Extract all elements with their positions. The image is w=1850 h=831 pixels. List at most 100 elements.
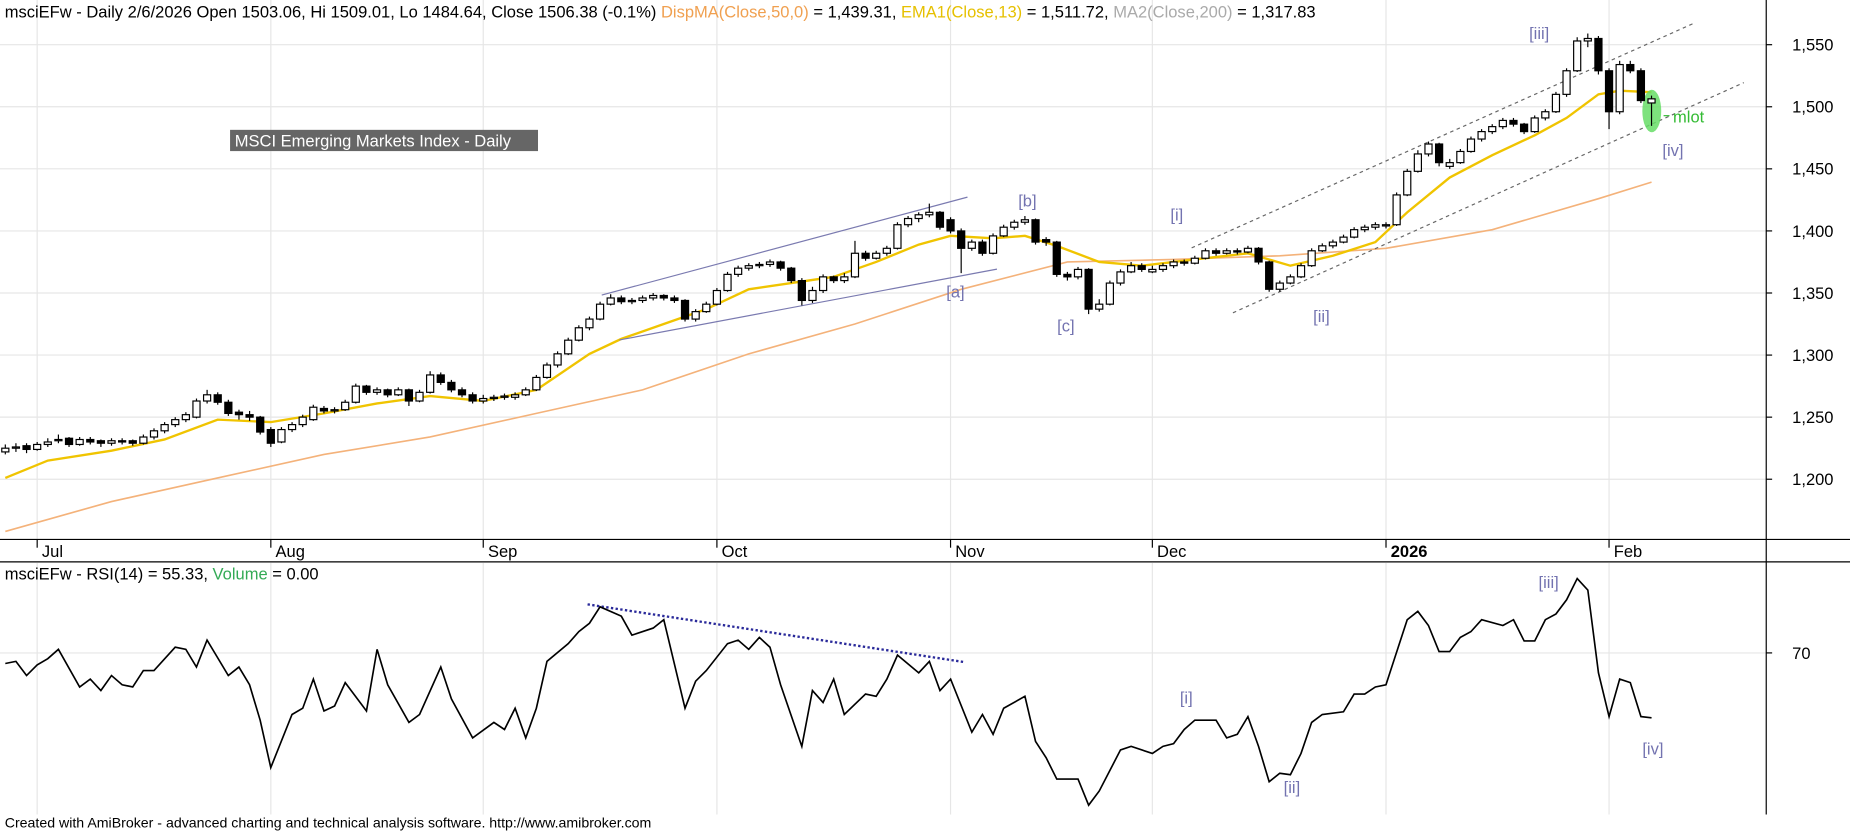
- candle-body: [213, 394, 222, 403]
- candle-body: [808, 289, 817, 302]
- footer: Created with AmiBroker - advanced charti…: [5, 815, 652, 831]
- candle-body: [999, 226, 1008, 237]
- y-tick-label: 1,250: [1792, 408, 1833, 427]
- candle-body: [1328, 241, 1338, 247]
- candle-body: [1222, 250, 1231, 254]
- candle-body: [202, 394, 212, 402]
- candle-body: [850, 252, 860, 278]
- candle-body: [680, 299, 690, 320]
- candle-body: [1318, 245, 1327, 252]
- series-line: [5, 577, 1652, 807]
- candle-body: [1594, 37, 1603, 72]
- candle-body: [553, 353, 562, 366]
- candle-body: [1031, 219, 1040, 243]
- candle-body: [840, 276, 849, 282]
- candle-body: [1445, 162, 1454, 167]
- candle-body: [903, 217, 913, 226]
- candle-body: [33, 443, 42, 451]
- candle-body: [765, 261, 775, 266]
- wave-label: [iv]: [1662, 141, 1683, 160]
- candle-body: [925, 211, 934, 216]
- candle-body: [1488, 126, 1497, 133]
- candle-body: [192, 400, 201, 418]
- header-part: DispMA(Close,50,0): [661, 3, 809, 22]
- channel-line: [601, 196, 968, 296]
- candle-body: [787, 267, 796, 282]
- header-part: EMA1(Close,13): [901, 3, 1022, 22]
- wave-label: [c]: [1057, 317, 1074, 336]
- candle-body: [542, 364, 552, 379]
- wave-label: [iv]: [1642, 739, 1663, 758]
- candle-body: [54, 438, 63, 442]
- candle-body: [946, 219, 955, 232]
- candle-body: [723, 273, 732, 292]
- candle-body: [649, 294, 658, 299]
- rsi-header: msciEFw - RSI(14) = 55.33, Volume = 0.00: [5, 565, 319, 584]
- wave-label: [i]: [1180, 689, 1193, 708]
- y-tick-label: 1,350: [1792, 284, 1833, 303]
- candle-body: [1339, 236, 1348, 243]
- candle-body: [1275, 282, 1284, 290]
- candle-body: [659, 294, 668, 299]
- candle-body: [1604, 70, 1614, 113]
- candle-body: [1498, 119, 1507, 128]
- candle-body: [1381, 224, 1391, 227]
- candle-body: [1562, 70, 1571, 95]
- candle-body: [426, 374, 435, 393]
- x-tick-label: Sep: [488, 542, 517, 561]
- candle-body: [1116, 271, 1125, 284]
- candle-body: [1434, 143, 1444, 164]
- candle-body: [691, 311, 700, 320]
- candle-body: [829, 276, 838, 282]
- y-tick-label: 1,300: [1792, 346, 1833, 365]
- candle-body: [1286, 276, 1295, 284]
- candle-body: [1254, 247, 1263, 263]
- candle-body: [861, 252, 870, 259]
- candle-body: [1243, 247, 1253, 253]
- candle-body: [617, 297, 626, 303]
- candle-body: [128, 440, 137, 444]
- candle-body: [468, 394, 477, 402]
- candle-body: [872, 252, 881, 259]
- candle-body: [277, 428, 286, 443]
- candle-body: [712, 289, 722, 305]
- candle-body: [1052, 241, 1061, 275]
- candle-body: [394, 389, 403, 396]
- y-tick-label: 1,400: [1792, 222, 1833, 241]
- candle-body: [1413, 153, 1422, 172]
- candle-body: [818, 276, 828, 292]
- wave-label: [i]: [1170, 206, 1183, 225]
- candle-body: [1573, 40, 1582, 72]
- candle-body: [1350, 229, 1359, 238]
- candle-body: [1084, 268, 1093, 310]
- candle-body: [256, 416, 265, 433]
- price-header: msciEFw - Daily 2/6/2026 Open 1503.06, H…: [5, 3, 1316, 22]
- candle-body: [171, 419, 180, 426]
- candle-body: [521, 389, 530, 396]
- candle-body: [978, 241, 987, 254]
- x-tick-label: Jul: [42, 542, 63, 561]
- candle-body: [139, 436, 148, 444]
- candle-body: [1551, 93, 1561, 113]
- candle-body: [1211, 250, 1221, 254]
- wave-label: [b]: [1018, 192, 1036, 211]
- candle-body: [776, 261, 785, 269]
- x-tick-label: Dec: [1157, 542, 1186, 561]
- candle-body: [1180, 261, 1189, 264]
- candle-body: [1201, 250, 1210, 259]
- x-tick-label: 2026: [1391, 542, 1428, 561]
- candle-body: [595, 303, 605, 320]
- header-part: = 1,511.72,: [1022, 3, 1113, 22]
- candle-body: [319, 407, 329, 412]
- candle-body: [298, 416, 307, 426]
- y-tick-label: 1,450: [1792, 160, 1833, 179]
- candle-body: [96, 440, 106, 444]
- candle-body: [500, 395, 509, 398]
- candle-body: [1403, 170, 1412, 196]
- header-part: msciEFw - Daily 2/6/2026 Open 1503.06, H…: [5, 3, 661, 22]
- candle-body: [160, 424, 169, 432]
- candle-body: [627, 299, 637, 303]
- candle-body: [1626, 63, 1635, 72]
